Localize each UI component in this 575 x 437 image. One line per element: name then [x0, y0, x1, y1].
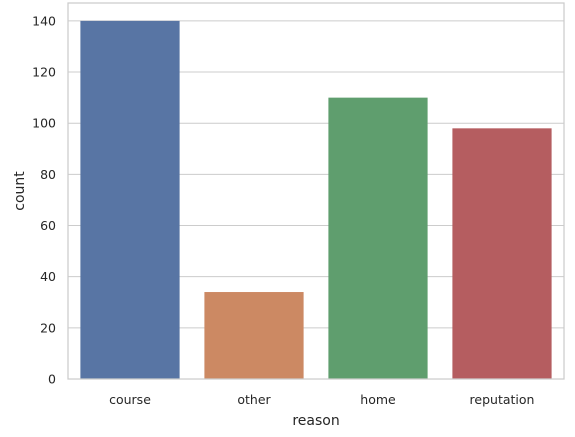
bar-reputation — [452, 128, 552, 379]
x-tick-label: other — [237, 392, 271, 407]
x-tick-label: home — [360, 392, 396, 407]
y-axis-label: count — [12, 171, 28, 211]
bar-home — [328, 97, 428, 379]
x-tick-label: reputation — [470, 392, 535, 407]
x-tick-label: course — [109, 392, 151, 407]
y-tick-label: 20 — [40, 320, 56, 335]
bar-course — [80, 20, 180, 380]
x-axis-label: reason — [292, 413, 339, 429]
bar-other — [204, 292, 304, 379]
y-tick-label: 40 — [40, 269, 56, 284]
y-tick-label: 140 — [32, 13, 56, 28]
y-tick-label: 120 — [32, 65, 56, 80]
bars — [80, 20, 552, 380]
plot-frame — [67, 2, 565, 380]
x-tick-labels: course other home reputation — [109, 392, 534, 407]
y-tick-label: 80 — [40, 167, 56, 182]
y-tick-labels: 0 20 40 60 80 100 120 140 — [32, 13, 56, 386]
y-tick-label: 100 — [32, 116, 56, 131]
y-tick-label: 60 — [40, 218, 56, 233]
y-tick-label: 0 — [48, 372, 56, 387]
